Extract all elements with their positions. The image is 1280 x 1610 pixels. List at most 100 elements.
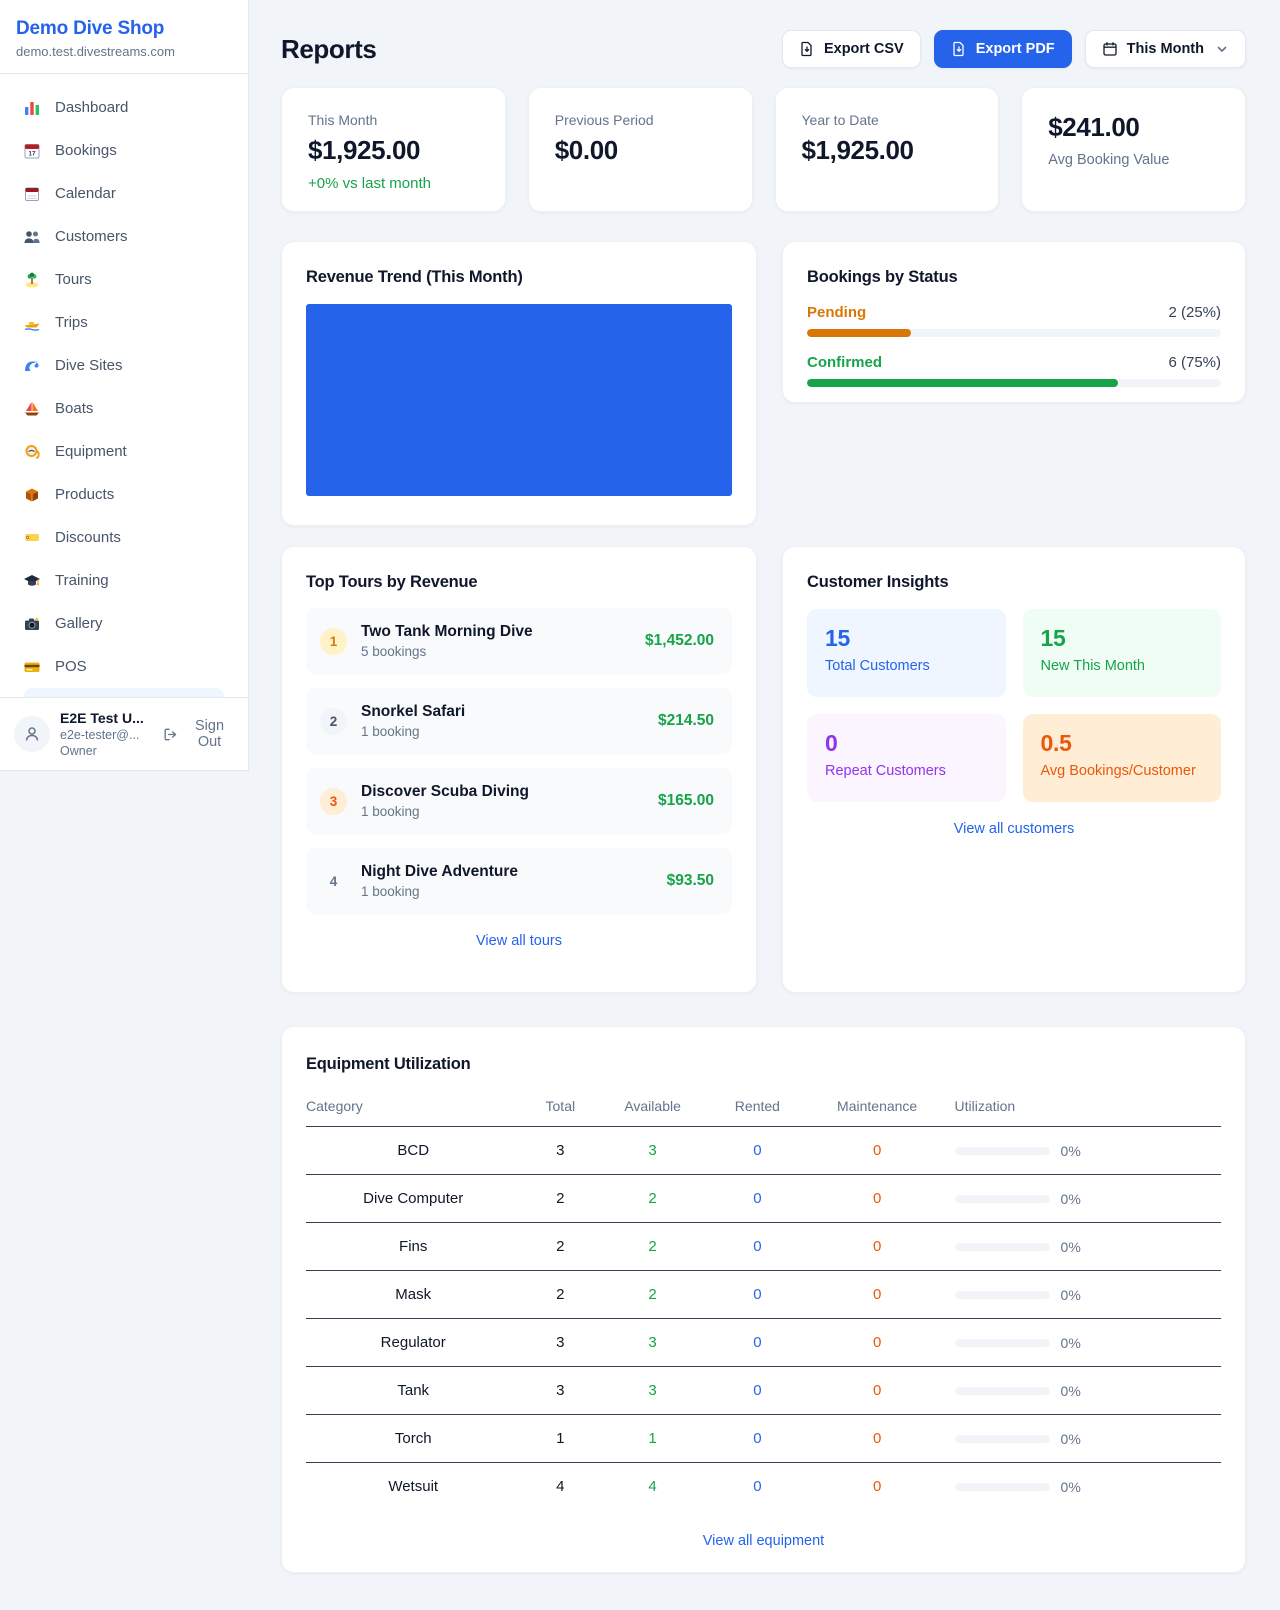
column-header: Utilization <box>944 1088 1221 1127</box>
dive-sites-icon <box>22 356 42 376</box>
table-row: Dive Computer 2 2 0 0 0% <box>306 1174 1221 1223</box>
tour-row[interactable]: 3 Discover Scuba Diving 1 booking $165.0… <box>306 768 732 834</box>
utilization-bar-track <box>954 1194 1050 1203</box>
tour-row[interactable]: 4 Night Dive Adventure 1 booking $93.50 <box>306 848 732 914</box>
file-download-icon <box>801 41 812 57</box>
equipment-rented: 0 <box>705 1222 810 1271</box>
gallery-icon <box>22 614 42 634</box>
table-row: Mask 2 2 0 0 0% <box>306 1270 1221 1319</box>
user-info: E2E Test U... e2e-tester@... Owner <box>60 710 153 758</box>
stat-label: Previous Period <box>554 112 654 128</box>
sidebar-item-bookings[interactable]: 17 Bookings <box>12 129 236 172</box>
stat-value: $241.00 <box>1048 112 1140 142</box>
status-bar-fill <box>807 379 1118 387</box>
tour-bookings: 1 booking <box>361 884 420 899</box>
status-label: Confirmed <box>807 354 882 371</box>
sidebar-item-boats[interactable]: Boats <box>12 387 236 430</box>
equipment-available: 3 <box>600 1366 705 1415</box>
tour-bookings: 1 booking <box>361 804 420 819</box>
utilization-bar-track <box>954 1242 1050 1251</box>
export-pdf-button[interactable]: Export PDF <box>933 30 1072 68</box>
view-all-tours-link[interactable]: View all tours <box>476 933 562 949</box>
utilization-percent: 0% <box>1060 1238 1081 1255</box>
sidebar-nav: Dashboard 17 Bookings Calendar Customers… <box>0 74 248 697</box>
equipment-rented: 0 <box>705 1270 810 1319</box>
tour-revenue: $1,452.00 <box>645 632 714 649</box>
period-selector[interactable]: This Month <box>1084 30 1246 68</box>
header-actions: Export CSV Export PDF This Month <box>781 30 1246 68</box>
calendar-icon <box>22 184 42 204</box>
view-all-equipment-link[interactable]: View all equipment <box>702 1532 825 1549</box>
stat-card-avg-booking-value: $241.00 Avg Booking Value <box>1021 87 1246 212</box>
sidebar-item-gallery[interactable]: Gallery <box>12 602 236 645</box>
tile-label: Repeat Customers <box>825 763 946 779</box>
tour-bookings: 1 booking <box>361 724 420 739</box>
export-csv-label: Export CSV <box>823 41 904 57</box>
tour-revenue: $214.50 <box>657 712 714 729</box>
utilization-percent: 0% <box>1060 1382 1081 1399</box>
sidebar-item-calendar[interactable]: Calendar <box>12 172 236 215</box>
sidebar-item-trips[interactable]: Trips <box>12 301 236 344</box>
tile-value: 15 <box>825 625 850 651</box>
tile-label: New This Month <box>1040 658 1146 674</box>
stat-value: $0.00 <box>554 135 618 165</box>
tour-revenue: $165.00 <box>657 792 714 809</box>
tour-row[interactable]: 2 Snorkel Safari 1 booking $214.50 <box>306 688 732 754</box>
sidebar-item-customers[interactable]: Customers <box>12 215 236 258</box>
utilization-percent: 0% <box>1060 1478 1081 1495</box>
column-header: Available <box>600 1088 705 1127</box>
sidebar-header: Demo Dive Shop demo.test.divestreams.com <box>0 0 248 74</box>
sign-out-button[interactable]: Sign Out <box>163 718 234 750</box>
utilization-bar-track <box>954 1386 1050 1395</box>
revenue-trend-card: Revenue Trend (This Month) <box>281 241 757 526</box>
stat-delta: +0% vs last month <box>308 175 431 192</box>
utilization-bar-track <box>954 1434 1050 1443</box>
sidebar-item-equipment[interactable]: Equipment <box>12 430 236 473</box>
stats-row: This Month $1,925.00 +0% vs last month P… <box>281 87 1246 212</box>
tile-label: Avg Bookings/Customer <box>1040 763 1196 779</box>
stat-label: This Month <box>308 112 378 128</box>
insight-tile-repeat-customers: 0 Repeat Customers <box>807 714 1006 802</box>
table-row: Torch 1 1 0 0 0% <box>306 1414 1221 1463</box>
equipment-icon <box>22 442 42 462</box>
sidebar-item-discounts[interactable]: Discounts <box>12 516 236 559</box>
column-header: Category <box>306 1088 521 1127</box>
column-header: Total <box>520 1088 601 1127</box>
sidebar-item-tours[interactable]: Tours <box>12 258 236 301</box>
utilization-percent: 0% <box>1060 1142 1081 1159</box>
sidebar-item-dive-sites[interactable]: Dive Sites <box>12 344 236 387</box>
status-count: 2 (25%) <box>1168 304 1221 321</box>
rank-badge: 1 <box>320 627 347 655</box>
status-bar-fill <box>807 329 911 337</box>
view-all-customers-link[interactable]: View all customers <box>953 821 1075 837</box>
equipment-total: 4 <box>556 1478 565 1496</box>
stat-label: Year to Date <box>801 112 879 128</box>
tour-name: Discover Scuba Diving <box>361 783 529 800</box>
bookings-by-status-card: Bookings by Status Pending 2 (25%) Confi… <box>782 241 1246 403</box>
top-tours-card: Top Tours by Revenue 1 Two Tank Morning … <box>281 546 757 993</box>
status-bar-track <box>807 329 1221 337</box>
customer-insights-card: Customer Insights 15 Total Customers 15 … <box>782 546 1246 993</box>
sidebar-item-products[interactable]: Products <box>12 473 236 516</box>
sidebar-item-label: Gallery <box>55 615 103 632</box>
sidebar-item-label: Boats <box>55 400 94 417</box>
equipment-total: 2 <box>520 1222 601 1271</box>
equipment-rented: 0 <box>705 1366 810 1415</box>
sidebar-item-training[interactable]: Training <box>12 559 236 602</box>
export-csv-button[interactable]: Export CSV <box>781 30 921 68</box>
stat-value: $1,925.00 <box>308 135 421 165</box>
sidebar-item-dashboard[interactable]: Dashboard <box>12 86 236 129</box>
tour-row[interactable]: 1 Two Tank Morning Dive 5 bookings $1,45… <box>306 608 732 674</box>
equipment-total: 2 <box>520 1270 601 1319</box>
charts-row: Revenue Trend (This Month) Bookings by S… <box>281 241 1246 526</box>
rank-badge: 2 <box>320 707 347 735</box>
boats-icon <box>22 399 42 419</box>
equipment-total: 3 <box>520 1318 601 1367</box>
sidebar-item-pos[interactable]: POS <box>12 645 236 688</box>
equipment-category: Wetsuit <box>388 1478 439 1496</box>
sidebar-item-reports-active-partial[interactable] <box>24 688 224 697</box>
equipment-available: 3 <box>600 1318 705 1367</box>
tour-revenue: $93.50 <box>666 872 714 889</box>
stat-card-year-to-date: Year to Date $1,925.00 <box>774 87 1000 212</box>
revenue-trend-title: Revenue Trend (This Month) <box>306 268 523 286</box>
